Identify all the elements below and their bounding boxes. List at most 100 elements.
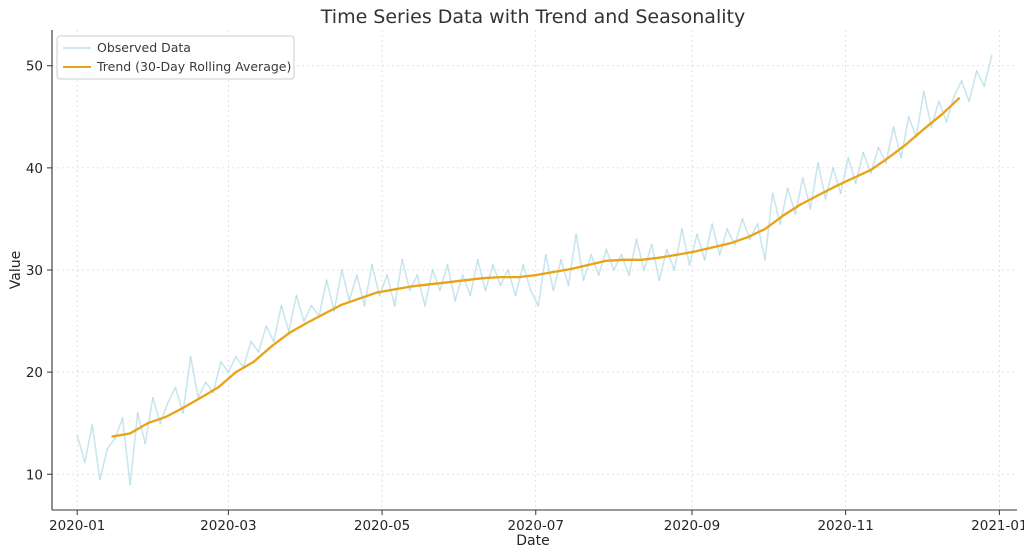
legend-label-trend: Trend (30-Day Rolling Average)	[96, 59, 291, 74]
observed-data-segment	[575, 233, 585, 282]
trend-segment	[217, 370, 238, 389]
observed-data-segment	[703, 223, 713, 261]
trend-segment	[234, 360, 255, 374]
observed-data-segment	[552, 258, 562, 292]
x-tick-label: 2020-01	[49, 518, 105, 534]
x-tick-label: 2020-11	[817, 518, 873, 534]
trend-segment	[164, 406, 185, 419]
trend-segment	[199, 386, 220, 399]
observed-data-segment	[129, 412, 139, 486]
observed-data-segment	[431, 269, 441, 292]
trend-segment	[799, 194, 820, 206]
observed-data-segment	[408, 274, 419, 292]
observed-data-segment	[832, 167, 842, 195]
trend-segment	[569, 263, 590, 271]
observed-data-segment	[801, 177, 812, 210]
observed-data-segment	[922, 90, 933, 128]
observed-data-segment	[809, 162, 819, 210]
observed-data-segment	[272, 304, 283, 343]
observed-data-segment	[250, 340, 260, 353]
observed-data-segment	[696, 233, 706, 261]
observed-data-segment	[461, 274, 472, 297]
observed-data-segment	[159, 401, 169, 425]
observed-data-segment	[628, 238, 638, 276]
trend-segment	[128, 422, 149, 435]
trend-segment	[746, 227, 767, 239]
y-tick-label: 30	[26, 263, 43, 279]
observed-data-segment	[718, 228, 729, 256]
observed-data-segment	[945, 95, 955, 123]
observed-data-segment	[643, 243, 653, 271]
y-tick-label: 20	[26, 365, 43, 381]
observed-data-segment	[650, 243, 661, 282]
trend-segment	[534, 270, 555, 277]
observed-data-segment	[537, 253, 547, 307]
observed-data-segment	[854, 151, 865, 184]
observed-data-segment	[681, 228, 691, 266]
observed-data-segment	[220, 361, 230, 373]
trend-segment	[464, 277, 484, 282]
trend-segment	[658, 253, 679, 259]
observed-data-segment	[522, 264, 532, 292]
observed-data-segment	[227, 355, 237, 373]
observed-data-segment	[469, 258, 479, 297]
observed-data-segment	[136, 412, 146, 445]
trend-segment	[834, 176, 855, 188]
y-axis-ticks: 10 20 30 40 50	[26, 59, 52, 483]
observed-data-segment	[424, 269, 434, 307]
y-axis-label: Value	[8, 251, 24, 289]
observed-data-segment	[363, 264, 373, 307]
observed-data-segment	[779, 187, 789, 225]
observed-data-segment	[847, 156, 857, 184]
x-tick-label: 2020-05	[354, 518, 410, 534]
trend-segment	[287, 321, 308, 335]
observed-data-segment	[454, 274, 464, 302]
observed-data-segment	[340, 269, 351, 302]
observed-data-segment	[235, 355, 245, 368]
x-tick-label: 2021-01	[971, 518, 1024, 534]
x-tick-label: 2020-03	[200, 518, 256, 534]
trend-segment	[710, 242, 731, 249]
observed-data-segment	[613, 253, 623, 271]
observed-data-segment	[333, 269, 343, 312]
legend-box	[56, 35, 295, 80]
observed-data-segment	[620, 253, 630, 276]
observed-data-segment	[167, 386, 177, 404]
trend-segment	[640, 256, 661, 261]
observed-data-segment	[257, 325, 268, 353]
observed-data-segment	[567, 233, 577, 287]
observed-data-segment	[635, 238, 645, 271]
observed-series	[76, 54, 993, 486]
trend-segment	[446, 279, 467, 284]
observed-data-segment	[348, 274, 358, 302]
trend-segment	[816, 185, 837, 197]
trend-segment	[375, 288, 396, 294]
observed-data-segment	[401, 258, 411, 292]
trend-segment	[305, 312, 326, 325]
observed-data-segment	[749, 223, 759, 241]
legend: Observed Data Trend (30-Day Rolling Aver…	[56, 35, 295, 80]
trend-segment	[781, 203, 802, 218]
trend-segment	[270, 332, 290, 348]
observed-data-segment	[476, 258, 487, 292]
observed-data-segment	[416, 274, 426, 307]
trend-segment	[728, 236, 749, 245]
trend-segment	[340, 297, 361, 306]
observed-data-segment	[242, 340, 252, 368]
trend-segment	[322, 303, 343, 316]
trend-segment	[358, 291, 379, 300]
trend-segment	[869, 156, 890, 172]
trend-segment	[428, 281, 449, 286]
trend-series	[111, 97, 961, 438]
observed-data-segment	[688, 233, 698, 266]
observed-data-segment	[839, 156, 850, 195]
trend-segment	[887, 143, 908, 159]
observed-data-segment	[303, 304, 313, 322]
trend-segment	[411, 283, 432, 288]
trend-segment	[252, 345, 273, 364]
observed-data-segment	[673, 228, 683, 271]
observed-data-segment	[915, 90, 925, 138]
observed-data-segment	[295, 294, 305, 322]
observed-data-segment	[356, 274, 366, 307]
legend-label-observed: Observed Data	[97, 40, 191, 55]
